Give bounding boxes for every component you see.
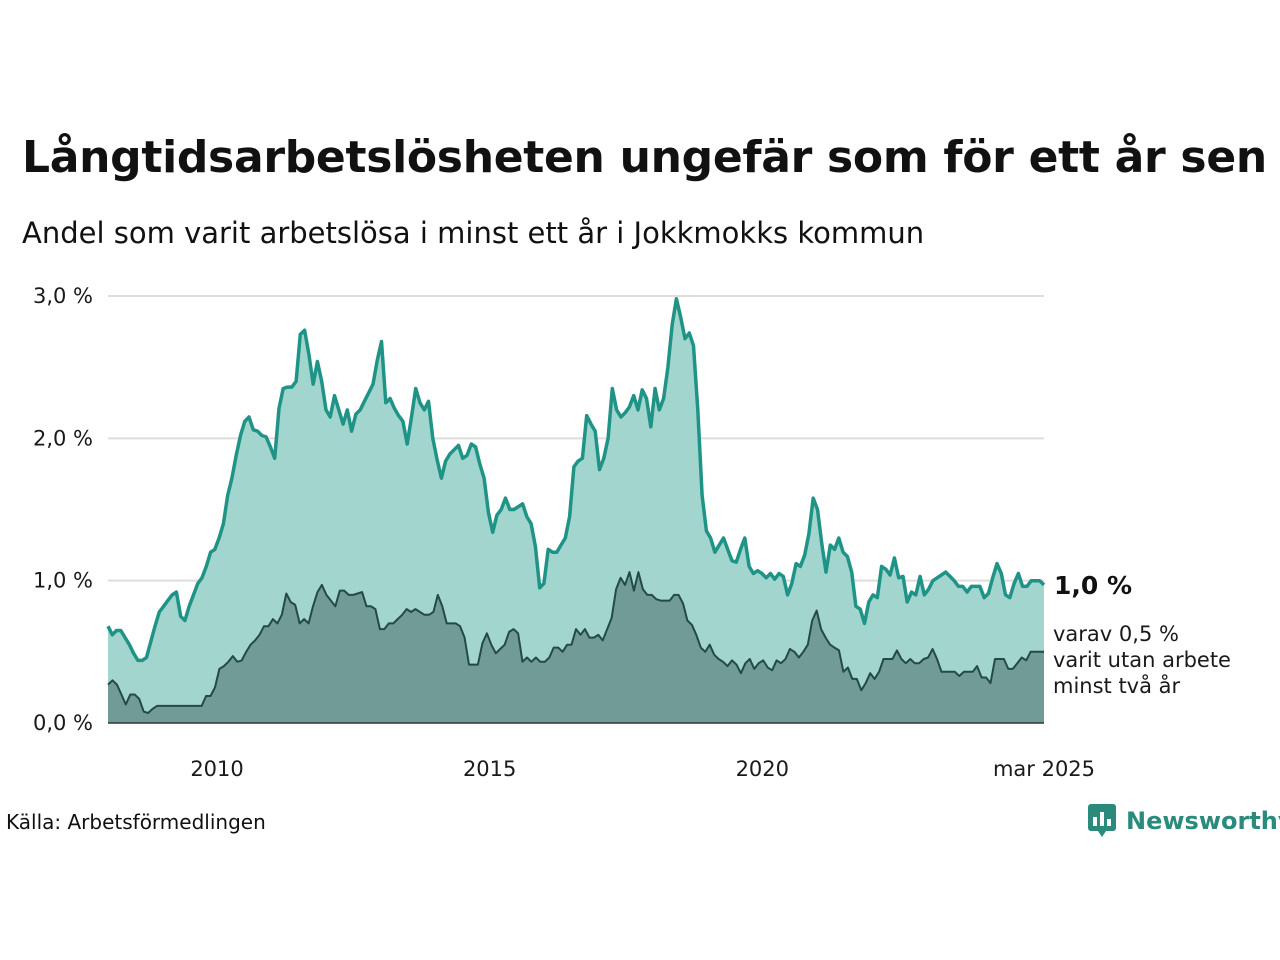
brand-logo: Newsworthy	[1088, 804, 1280, 838]
newsworthy-logo-icon	[1088, 804, 1116, 837]
x-tick-label-2: 2020	[736, 757, 789, 781]
y-tick-label-1: 1,0 %	[33, 569, 93, 593]
series-line-main	[106, 297, 1046, 663]
axis-labels: 0,0 % 1,0 % 2,0 % 3,0 % 2010 2015 2020 mar 2025	[33, 284, 1095, 781]
y-tick-label-0: 0,0 %	[33, 711, 93, 735]
area-series	[106, 297, 1046, 724]
end-value-label: 1,0 %	[1054, 571, 1132, 600]
end-labels: 1,0 % varav 0,5 % varit utan arbete mins…	[1053, 571, 1231, 698]
source-note: Källa: Arbetsförmedlingen	[6, 810, 266, 834]
sub-label-line-2: varit utan arbete	[1053, 648, 1231, 672]
chart-title: Långtidsarbetslösheten ungefär som för e…	[22, 132, 1267, 183]
x-tick-label-0: 2010	[190, 757, 243, 781]
x-tick-label-3: mar 2025	[993, 757, 1095, 781]
series-line-sub	[107, 571, 1044, 714]
sub-label-line-1: varav 0,5 %	[1053, 622, 1179, 646]
x-tick-label-1: 2015	[463, 757, 516, 781]
y-tick-label-2: 2,0 %	[33, 426, 93, 450]
chart-subtitle: Andel som varit arbetslösa i minst ett å…	[22, 216, 925, 250]
brand-name: Newsworthy	[1126, 807, 1280, 835]
area-fill-sub	[108, 572, 1044, 723]
sub-label-line-3: minst två år	[1053, 673, 1181, 698]
y-tick-label-3: 3,0 %	[33, 284, 93, 308]
